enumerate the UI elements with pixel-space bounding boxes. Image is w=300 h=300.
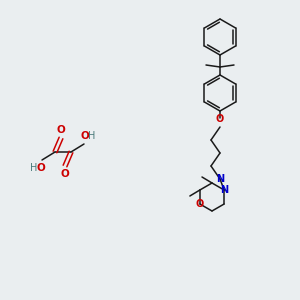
Text: H: H: [30, 163, 38, 173]
Text: N: N: [216, 174, 224, 184]
Text: H: H: [88, 131, 96, 141]
Text: O: O: [57, 125, 65, 135]
Text: O: O: [61, 169, 69, 179]
Text: O: O: [37, 163, 45, 173]
Text: O: O: [81, 131, 89, 141]
Text: O: O: [196, 199, 204, 209]
Text: O: O: [216, 114, 224, 124]
Text: N: N: [220, 185, 228, 195]
